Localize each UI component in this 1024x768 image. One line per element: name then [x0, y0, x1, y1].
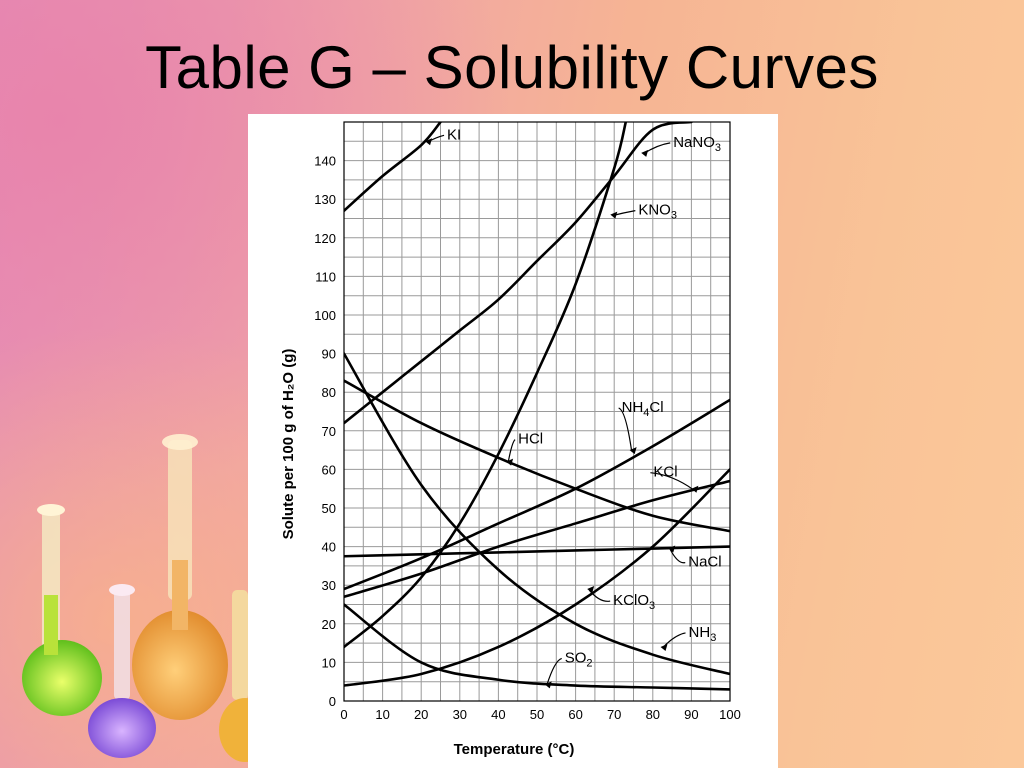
series-line	[344, 379, 730, 533]
series-line	[344, 603, 730, 691]
series-label: NH3	[660, 624, 717, 651]
series-line	[344, 479, 730, 599]
series-line	[344, 122, 628, 649]
curves	[344, 122, 730, 691]
label-arrow-icon	[691, 485, 699, 493]
series-label: NaCl	[668, 545, 722, 571]
y-tick-label: 140	[314, 154, 336, 169]
series-line	[344, 398, 730, 591]
series-label-text: KNO3	[638, 202, 677, 222]
series-line	[344, 352, 730, 676]
x-tick-label: 100	[719, 707, 741, 722]
grid	[343, 121, 731, 702]
series-label-text: KI	[447, 126, 461, 143]
x-tick-label: 80	[646, 707, 660, 722]
series-label: SO2	[544, 649, 593, 689]
slide-title: Table G – Solubility Curves	[145, 34, 879, 101]
x-tick-label: 50	[530, 707, 544, 722]
y-tick-label: 50	[322, 501, 336, 516]
series-line	[344, 468, 730, 687]
y-tick-label: 130	[314, 192, 336, 207]
series-label: NH4Cl	[618, 399, 664, 455]
series-label-text: NaCl	[688, 554, 721, 571]
series-label: HCl	[506, 431, 543, 466]
y-tick-label: 70	[322, 424, 336, 439]
y-tick-label: 100	[314, 308, 336, 323]
solubility-chart: KI NaNO3 KNO3 NH4Cl HCl KCl NaCl KClO3 NH3 SO2 0 1…	[280, 121, 741, 758]
label-leader	[507, 439, 516, 463]
label-arrow-icon	[506, 458, 514, 466]
x-tick-label: 0	[340, 707, 347, 722]
y-tick-label: 20	[322, 617, 336, 632]
x-tick-label: 60	[568, 707, 582, 722]
series-label: KCl	[650, 464, 699, 493]
y-tick-label: 40	[322, 540, 336, 555]
y-tick-label: 120	[314, 231, 336, 246]
label-arrow-icon	[641, 149, 649, 157]
y-tick-label: 80	[322, 385, 336, 400]
label-arrow-icon	[668, 545, 676, 553]
label-leader	[669, 549, 686, 564]
label-leader	[546, 657, 562, 686]
label-leader	[650, 472, 694, 491]
y-axis-label: Solute per 100 g of H₂O (g)	[280, 349, 297, 540]
x-tick-label: 20	[414, 707, 428, 722]
series-label: KI	[425, 126, 461, 146]
curve-labels: KI NaNO3 KNO3 NH4Cl HCl KCl NaCl KClO3 NH3 SO2	[425, 126, 722, 689]
series-label: KNO3	[610, 202, 677, 222]
series-label-text: NH3	[689, 624, 717, 644]
y-tick-label: 10	[322, 655, 336, 670]
y-tick-label: 90	[322, 347, 336, 362]
label-arrow-icon	[629, 447, 637, 455]
x-tick-label: 30	[453, 707, 467, 722]
label-arrow-icon	[587, 586, 595, 594]
label-arrow-icon	[544, 681, 552, 689]
series-line	[344, 122, 442, 213]
series-label-text: SO2	[565, 649, 593, 669]
series-label-text: KClO3	[613, 592, 655, 612]
series-label-text: NH4Cl	[622, 399, 664, 419]
x-tick-label: 10	[375, 707, 389, 722]
x-tick-label: 40	[491, 707, 505, 722]
series-line	[344, 122, 693, 425]
series-label-text: KCl	[653, 464, 677, 481]
series-label: NaNO3	[641, 134, 721, 157]
series-line	[344, 545, 730, 558]
y-tick-label: 110	[315, 269, 336, 284]
series-label-text: HCl	[518, 431, 543, 448]
y-tick-label: 30	[322, 578, 336, 593]
x-axis-label: Temperature (°C)	[454, 741, 575, 758]
y-tick-label: 60	[322, 462, 336, 477]
y-tick-label: 0	[329, 694, 336, 709]
x-tick-label: 90	[684, 707, 698, 722]
label-arrow-icon	[610, 211, 618, 219]
series-label-text: NaNO3	[673, 134, 721, 154]
label-arrow-icon	[660, 643, 668, 651]
label-arrow-icon	[425, 138, 433, 146]
plot-frame	[343, 121, 731, 702]
chart-panel: KI NaNO3 KNO3 NH4Cl HCl KCl NaCl KClO3 NH3 SO2 0 1…	[248, 114, 778, 768]
x-tick-label: 70	[607, 707, 621, 722]
label-leader	[618, 407, 633, 452]
lab-flasks-illustration	[22, 434, 260, 762]
series-label: KClO3	[587, 586, 655, 612]
tick-labels: 0 10 20 30 40 50 60 70 80 90 100 0 10 20 30 40 50 60 70 80 9…	[314, 154, 741, 722]
